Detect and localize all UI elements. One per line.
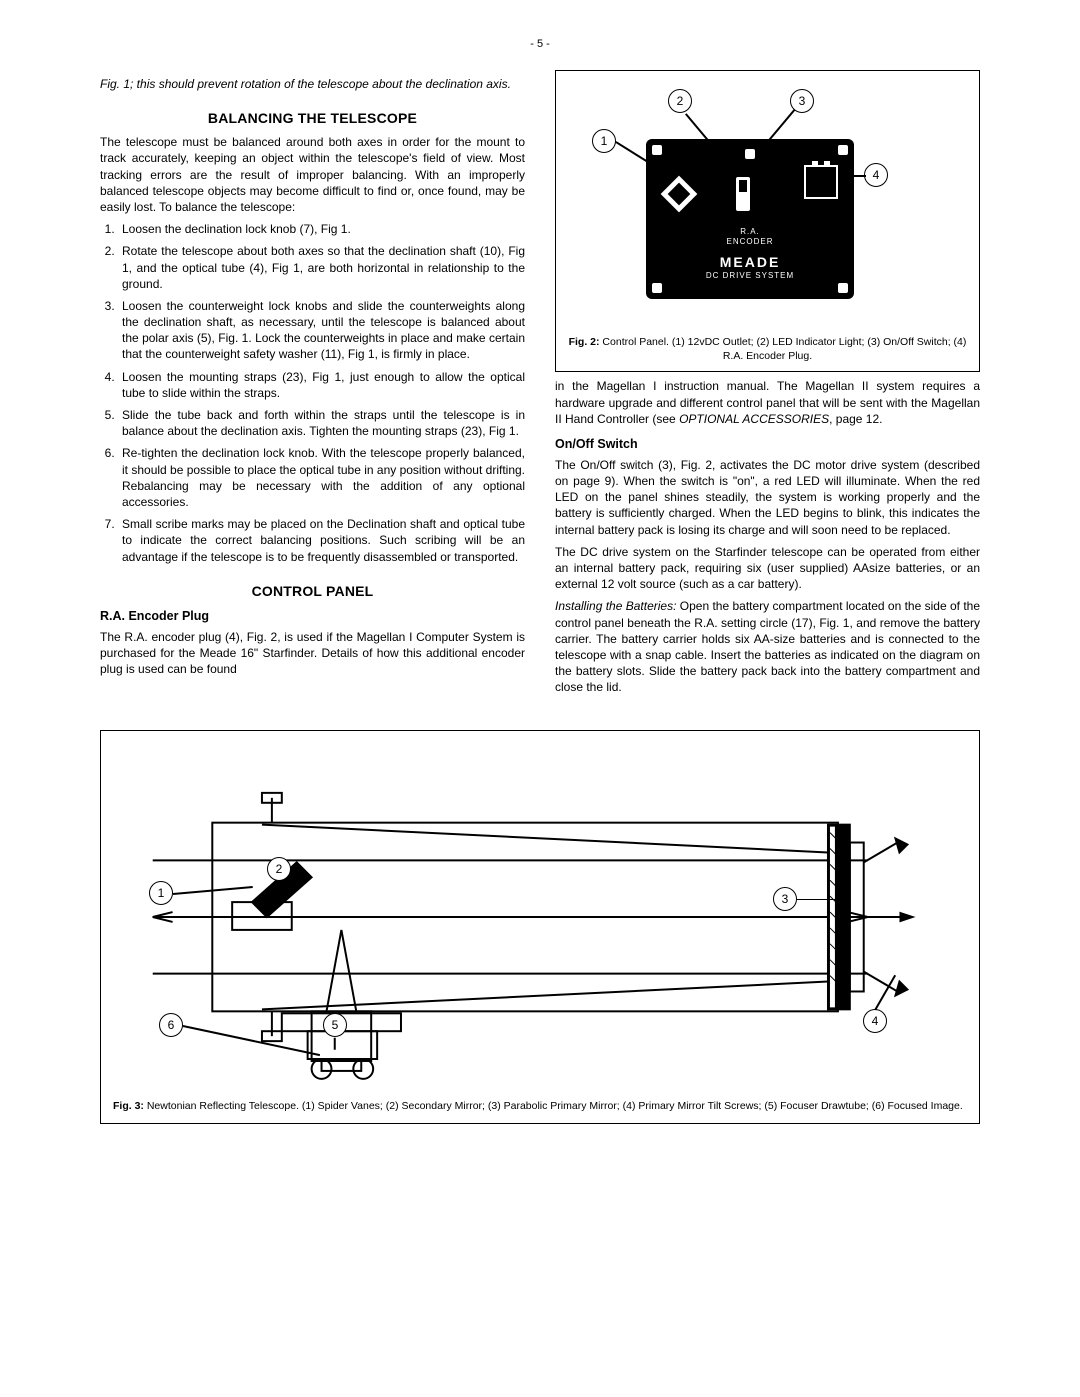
balancing-intro: The telescope must be balanced around bo… — [100, 134, 525, 215]
heading-balancing: BALANCING THE TELESCOPE — [100, 110, 525, 126]
heading-control-panel: CONTROL PANEL — [100, 583, 525, 599]
onoff-p1: The On/Off switch (3), Fig. 2, activates… — [555, 457, 980, 538]
panel-screw-icon — [838, 145, 848, 155]
left-column: Fig. 1; this should prevent rotation of … — [100, 70, 525, 702]
callout-1: 1 — [592, 129, 616, 153]
callout-4: 4 — [864, 163, 888, 187]
meade-logo: MEADE — [646, 254, 854, 270]
figure-3-box: 1 2 3 4 5 6 Fig. 3: Newtonian Reflecting… — [100, 730, 980, 1124]
leader-line — [334, 1037, 336, 1049]
install-body: Open the battery compartment located on … — [555, 599, 980, 694]
callout-6: 6 — [159, 1013, 183, 1037]
leader-line — [797, 899, 837, 901]
continued-caption: Fig. 1; this should prevent rotation of … — [100, 76, 525, 92]
balancing-steps: Loosen the declination lock knob (7), Fi… — [100, 221, 525, 565]
callout-2: 2 — [668, 89, 692, 113]
two-column-layout: Fig. 1; this should prevent rotation of … — [100, 70, 980, 702]
step: Rotate the telescope about both axes so … — [118, 243, 525, 292]
step: Small scribe marks may be placed on the … — [118, 516, 525, 565]
figure-3-diagram: 1 2 3 4 5 6 — [113, 741, 967, 1093]
step: Loosen the counterweight lock knobs and … — [118, 298, 525, 363]
figure-3-caption-text: Newtonian Reflecting Telescope. (1) Spid… — [144, 1100, 963, 1112]
heading-ra-encoder: R.A. Encoder Plug — [100, 609, 525, 623]
step: Re-tighten the declination lock knob. Wi… — [118, 445, 525, 510]
leader-line — [840, 175, 866, 177]
right-cont-italic: OPTIONAL ACCESSORIES — [679, 412, 829, 426]
panel-subtitle: DC DRIVE SYSTEM — [646, 271, 854, 280]
panel-screw-icon — [838, 283, 848, 293]
ra-encoder-body: The R.A. encoder plug (4), Fig. 2, is us… — [100, 629, 525, 678]
ra-encoder-plug-icon — [804, 165, 838, 199]
panel-screw-icon — [652, 145, 662, 155]
callout-5: 5 — [323, 1013, 347, 1037]
step: Slide the tube back and forth within the… — [118, 407, 525, 439]
step: Loosen the mounting straps (23), Fig 1, … — [118, 369, 525, 401]
figure-2-caption: Fig. 2: Control Panel. (1) 12vDC Outlet;… — [564, 335, 971, 363]
callout-3: 3 — [773, 887, 797, 911]
figure-2-box: R.A. ENCODER MEADE DC DRIVE SYSTEM 1 2 3… — [555, 70, 980, 372]
figure-3-caption: Fig. 3: Newtonian Reflecting Telescope. … — [113, 1099, 967, 1113]
callout-1: 1 — [149, 881, 173, 905]
onoff-p2: The DC drive system on the Starfinder te… — [555, 544, 980, 593]
page: - 5 - Fig. 1; this should prevent rotati… — [0, 0, 1080, 1397]
install-label: Installing the Batteries: — [555, 599, 676, 613]
panel-ra-label: R.A. ENCODER — [646, 227, 854, 248]
callout-2: 2 — [267, 857, 291, 881]
figure-2-caption-text: Control Panel. (1) 12vDC Outlet; (2) LED… — [600, 336, 967, 362]
led-indicator-icon — [745, 149, 755, 159]
heading-onoff: On/Off Switch — [555, 437, 980, 451]
install-batteries: Installing the Batteries: Open the batte… — [555, 598, 980, 695]
dc-outlet-icon — [661, 176, 698, 213]
step: Loosen the declination lock knob (7), Fi… — [118, 221, 525, 237]
right-cont-post: , page 12. — [829, 412, 882, 426]
page-number: - 5 - — [530, 38, 550, 50]
panel-screw-icon — [652, 283, 662, 293]
callout-4: 4 — [863, 1009, 887, 1033]
right-column: R.A. ENCODER MEADE DC DRIVE SYSTEM 1 2 3… — [555, 70, 980, 702]
control-panel-body: R.A. ENCODER MEADE DC DRIVE SYSTEM — [646, 139, 854, 299]
telescope-schematic-icon — [113, 741, 967, 1093]
right-continuation: in the Magellan I instruction manual. Th… — [555, 378, 980, 427]
figure-2-label: Fig. 2: — [569, 336, 600, 348]
figure-2-diagram: R.A. ENCODER MEADE DC DRIVE SYSTEM 1 2 3… — [564, 79, 971, 329]
figure-3-label: Fig. 3: — [113, 1100, 144, 1112]
onoff-switch-icon — [736, 177, 750, 211]
